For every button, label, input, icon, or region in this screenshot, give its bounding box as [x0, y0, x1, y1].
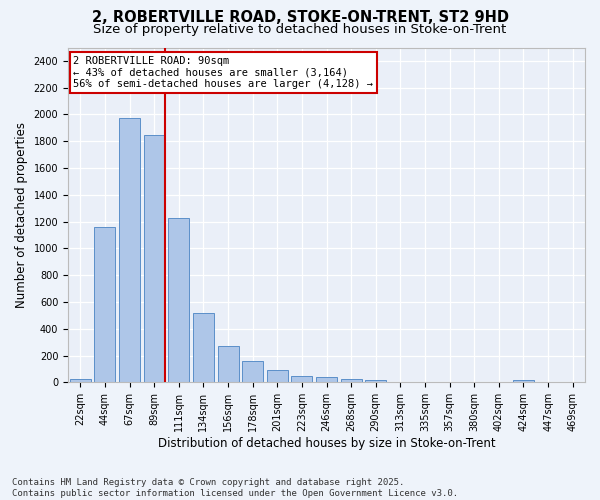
Bar — [267, 370, 288, 382]
Bar — [144, 134, 164, 382]
X-axis label: Distribution of detached houses by size in Stoke-on-Trent: Distribution of detached houses by size … — [158, 437, 496, 450]
Bar — [513, 380, 534, 382]
Bar — [169, 218, 189, 382]
Bar — [119, 118, 140, 382]
Text: Contains HM Land Registry data © Crown copyright and database right 2025.
Contai: Contains HM Land Registry data © Crown c… — [12, 478, 458, 498]
Bar — [94, 227, 115, 382]
Bar — [193, 312, 214, 382]
Bar — [341, 380, 362, 382]
Bar — [365, 380, 386, 382]
Bar — [316, 377, 337, 382]
Y-axis label: Number of detached properties: Number of detached properties — [15, 122, 28, 308]
Bar — [70, 378, 91, 382]
Bar — [218, 346, 239, 383]
Text: 2 ROBERTVILLE ROAD: 90sqm
← 43% of detached houses are smaller (3,164)
56% of se: 2 ROBERTVILLE ROAD: 90sqm ← 43% of detac… — [73, 56, 373, 89]
Bar — [242, 361, 263, 382]
Text: 2, ROBERTVILLE ROAD, STOKE-ON-TRENT, ST2 9HD: 2, ROBERTVILLE ROAD, STOKE-ON-TRENT, ST2… — [91, 10, 509, 25]
Text: Size of property relative to detached houses in Stoke-on-Trent: Size of property relative to detached ho… — [94, 22, 506, 36]
Bar — [292, 376, 313, 382]
